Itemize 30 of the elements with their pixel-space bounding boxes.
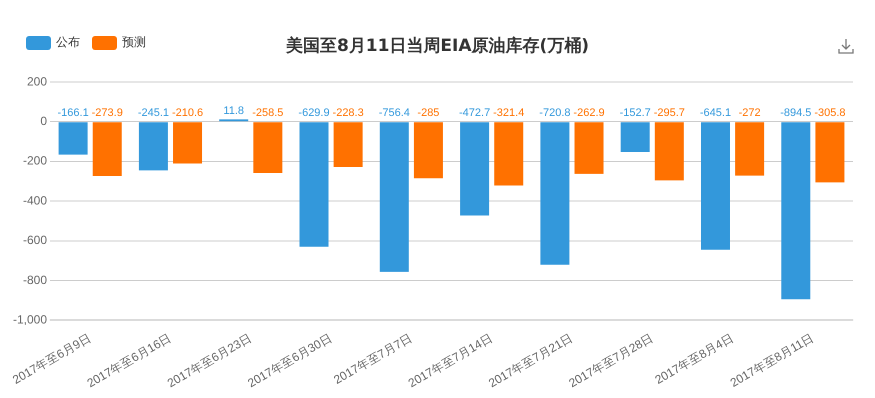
y-tick-label: -400 bbox=[22, 193, 48, 208]
data-label: -629.9 bbox=[298, 107, 330, 120]
data-label: -245.1 bbox=[138, 107, 170, 120]
data-label: -262.9 bbox=[573, 107, 605, 120]
data-label: -894.5 bbox=[780, 107, 812, 120]
legend-label: 预测 bbox=[122, 34, 146, 51]
y-tick-label: -800 bbox=[22, 272, 48, 287]
data-label: -305.8 bbox=[814, 107, 846, 120]
data-label: -258.5 bbox=[252, 107, 284, 120]
y-tick-label: -600 bbox=[22, 233, 48, 248]
data-label: -321.4 bbox=[493, 107, 524, 120]
legend-label: 公布 bbox=[56, 34, 80, 51]
data-label: -273.9 bbox=[92, 107, 123, 120]
y-tick-label: -200 bbox=[22, 154, 48, 168]
data-label: -295.7 bbox=[654, 107, 685, 120]
y-tick-label: -1,000 bbox=[12, 312, 48, 326]
data-label: 11.8 bbox=[223, 104, 244, 117]
data-label: -210.6 bbox=[172, 107, 204, 120]
data-label: -472.7 bbox=[458, 107, 490, 120]
data-label: -720.8 bbox=[539, 107, 570, 120]
data-label: -285 bbox=[417, 107, 440, 120]
y-tick-label: 200 bbox=[26, 74, 48, 88]
data-label: -166.1 bbox=[58, 107, 89, 120]
chart-title: 美国至8月11日当周EIA原油库存(万桶) bbox=[286, 36, 590, 56]
data-label: -152.7 bbox=[620, 107, 651, 120]
data-label: -645.1 bbox=[700, 107, 732, 120]
data-label: -756.4 bbox=[378, 107, 410, 120]
data-label: -228.3 bbox=[332, 107, 364, 120]
data-label: -272 bbox=[738, 107, 761, 120]
y-tick-label: 0 bbox=[40, 114, 48, 128]
